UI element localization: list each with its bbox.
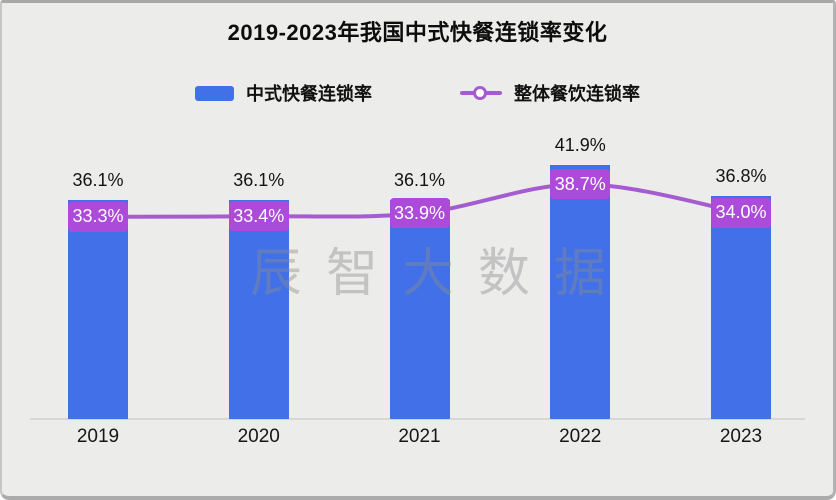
x-axis-label-2022: 2022 bbox=[559, 426, 602, 447]
bar-value-label-2020: 36.1% bbox=[233, 169, 285, 190]
bar-2021 bbox=[389, 199, 450, 419]
legend-item-line-series: 整体餐饮连锁率 bbox=[460, 80, 640, 106]
bar-2019 bbox=[68, 199, 128, 419]
x-axis-label-2021: 2021 bbox=[398, 426, 441, 447]
chart-title: 2019-2023年我国中式快餐连锁率变化 bbox=[227, 20, 608, 45]
legend-bar-series-label: 中式快餐连锁率 bbox=[246, 84, 372, 104]
bar-series-swatch-icon bbox=[195, 85, 234, 101]
legend-item-bar-series: 中式快餐连锁率 bbox=[195, 80, 372, 106]
watermark: 辰智大数据 bbox=[250, 245, 631, 303]
line-value-label-2019: 33.3% bbox=[68, 201, 128, 232]
x-axis-label-2020: 2020 bbox=[237, 426, 280, 447]
bar-2023 bbox=[711, 195, 771, 419]
line-value-label-2023: 34.0% bbox=[711, 197, 771, 228]
line-value-label-2021: 33.9% bbox=[389, 198, 450, 229]
line-value-label-2020: 33.4% bbox=[228, 201, 289, 232]
legend: 中式快餐连锁率 整体餐饮连锁率 bbox=[2, 79, 833, 107]
line-series-marker-icon bbox=[460, 86, 502, 100]
bar-value-label-2019: 36.1% bbox=[72, 169, 124, 190]
x-axis-label-2019: 2019 bbox=[76, 426, 120, 447]
x-axis-label-2023: 2023 bbox=[719, 426, 763, 447]
bar-value-label-2023: 36.8% bbox=[715, 165, 767, 186]
bar-value-label-2021: 36.1% bbox=[393, 169, 446, 190]
x-axis-line bbox=[30, 418, 805, 420]
bar-value-label-2022: 41.9% bbox=[554, 134, 606, 155]
bar-2020 bbox=[228, 199, 289, 419]
line-value-label-2022: 38.7% bbox=[550, 169, 611, 200]
legend-line-series-label: 整体餐饮连锁率 bbox=[514, 84, 640, 104]
legend-line-ring-icon bbox=[473, 86, 487, 100]
